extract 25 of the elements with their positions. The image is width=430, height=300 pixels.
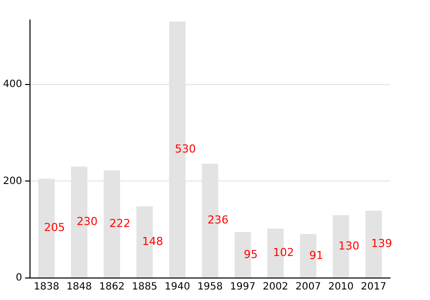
data-label: 222 — [109, 217, 130, 230]
x-tick-label: 1885 — [132, 282, 158, 293]
data-label: 530 — [174, 142, 196, 156]
data-label: 236 — [208, 214, 229, 227]
data-label: 230 — [76, 215, 98, 228]
data-label: 148 — [142, 235, 164, 248]
x-tick-label: 1940 — [164, 282, 190, 293]
x-tick-label: 2002 — [262, 282, 288, 293]
x-tick-label: 1838 — [34, 282, 60, 293]
y-tick-label: 200 — [2, 176, 22, 187]
data-label: 91 — [309, 248, 324, 262]
data-label: 130 — [338, 239, 360, 252]
x-tick-label: 2010 — [328, 282, 354, 293]
x-tick-label: 2017 — [360, 282, 386, 293]
data-label: 95 — [244, 248, 258, 261]
x-tick-label: 1958 — [197, 282, 223, 293]
y-tick-label: 400 — [2, 78, 22, 90]
data-label: 139 — [371, 237, 392, 250]
x-tick-label: 1997 — [230, 282, 256, 293]
data-label: 205 — [44, 221, 65, 234]
x-tick-label: 1862 — [99, 282, 125, 293]
data-label: 102 — [272, 246, 294, 260]
x-tick-label: 2007 — [295, 282, 321, 293]
y-tick-label: 0 — [16, 272, 22, 284]
x-tick-label: 1848 — [66, 282, 92, 293]
